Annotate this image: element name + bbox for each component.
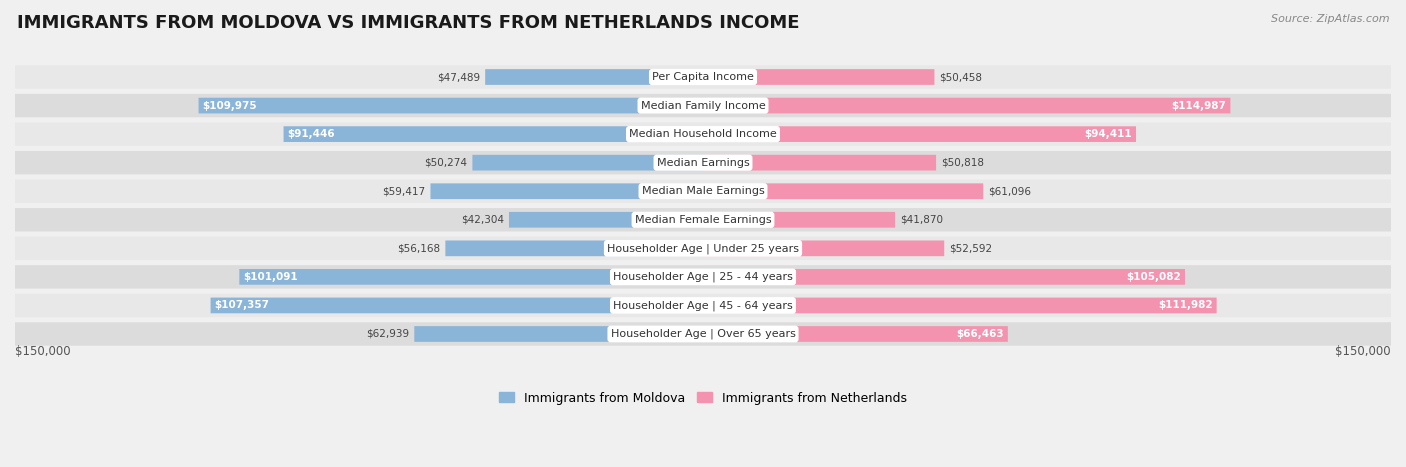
Text: $47,489: $47,489 [437,72,481,82]
FancyBboxPatch shape [15,322,1391,346]
Text: IMMIGRANTS FROM MOLDOVA VS IMMIGRANTS FROM NETHERLANDS INCOME: IMMIGRANTS FROM MOLDOVA VS IMMIGRANTS FR… [17,14,800,32]
Text: Per Capita Income: Per Capita Income [652,72,754,82]
Text: Householder Age | 25 - 44 years: Householder Age | 25 - 44 years [613,272,793,282]
FancyBboxPatch shape [415,326,703,342]
FancyBboxPatch shape [15,122,1391,146]
FancyBboxPatch shape [485,69,703,85]
FancyBboxPatch shape [15,94,1391,117]
Text: $109,975: $109,975 [202,100,257,111]
FancyBboxPatch shape [509,212,703,227]
Text: Source: ZipAtlas.com: Source: ZipAtlas.com [1271,14,1389,24]
Text: Householder Age | Under 25 years: Householder Age | Under 25 years [607,243,799,254]
FancyBboxPatch shape [703,212,896,227]
Text: Householder Age | 45 - 64 years: Householder Age | 45 - 64 years [613,300,793,311]
Text: Median Male Earnings: Median Male Earnings [641,186,765,196]
FancyBboxPatch shape [239,269,703,285]
Text: $94,411: $94,411 [1084,129,1132,139]
Text: $59,417: $59,417 [382,186,426,196]
Text: $50,458: $50,458 [939,72,983,82]
Text: Median Household Income: Median Household Income [628,129,778,139]
FancyBboxPatch shape [703,184,983,199]
Text: Median Female Earnings: Median Female Earnings [634,215,772,225]
Text: $50,274: $50,274 [425,158,468,168]
FancyBboxPatch shape [15,265,1391,289]
Text: $41,870: $41,870 [900,215,943,225]
FancyBboxPatch shape [472,155,703,170]
FancyBboxPatch shape [703,69,935,85]
FancyBboxPatch shape [703,269,1185,285]
Text: $52,592: $52,592 [949,243,993,253]
FancyBboxPatch shape [446,241,703,256]
Text: $101,091: $101,091 [243,272,298,282]
FancyBboxPatch shape [15,151,1391,174]
Text: $42,304: $42,304 [461,215,505,225]
Text: $56,168: $56,168 [398,243,440,253]
Text: $150,000: $150,000 [1336,345,1391,358]
FancyBboxPatch shape [703,326,1008,342]
FancyBboxPatch shape [211,297,703,313]
FancyBboxPatch shape [198,98,703,113]
Legend: Immigrants from Moldova, Immigrants from Netherlands: Immigrants from Moldova, Immigrants from… [494,387,912,410]
Text: $66,463: $66,463 [956,329,1004,339]
FancyBboxPatch shape [284,126,703,142]
Text: $62,939: $62,939 [367,329,409,339]
FancyBboxPatch shape [15,294,1391,317]
FancyBboxPatch shape [703,126,1136,142]
FancyBboxPatch shape [703,297,1216,313]
FancyBboxPatch shape [15,179,1391,203]
Text: $91,446: $91,446 [288,129,335,139]
Text: Householder Age | Over 65 years: Householder Age | Over 65 years [610,329,796,339]
Text: Median Earnings: Median Earnings [657,158,749,168]
Text: $105,082: $105,082 [1126,272,1181,282]
Text: $107,357: $107,357 [215,300,270,311]
Text: $50,818: $50,818 [941,158,984,168]
FancyBboxPatch shape [430,184,703,199]
Text: $114,987: $114,987 [1171,100,1226,111]
FancyBboxPatch shape [15,237,1391,260]
FancyBboxPatch shape [15,208,1391,232]
FancyBboxPatch shape [15,65,1391,89]
FancyBboxPatch shape [703,155,936,170]
Text: $111,982: $111,982 [1159,300,1212,311]
Text: $150,000: $150,000 [15,345,70,358]
FancyBboxPatch shape [703,98,1230,113]
Text: $61,096: $61,096 [988,186,1031,196]
Text: Median Family Income: Median Family Income [641,100,765,111]
FancyBboxPatch shape [703,241,945,256]
